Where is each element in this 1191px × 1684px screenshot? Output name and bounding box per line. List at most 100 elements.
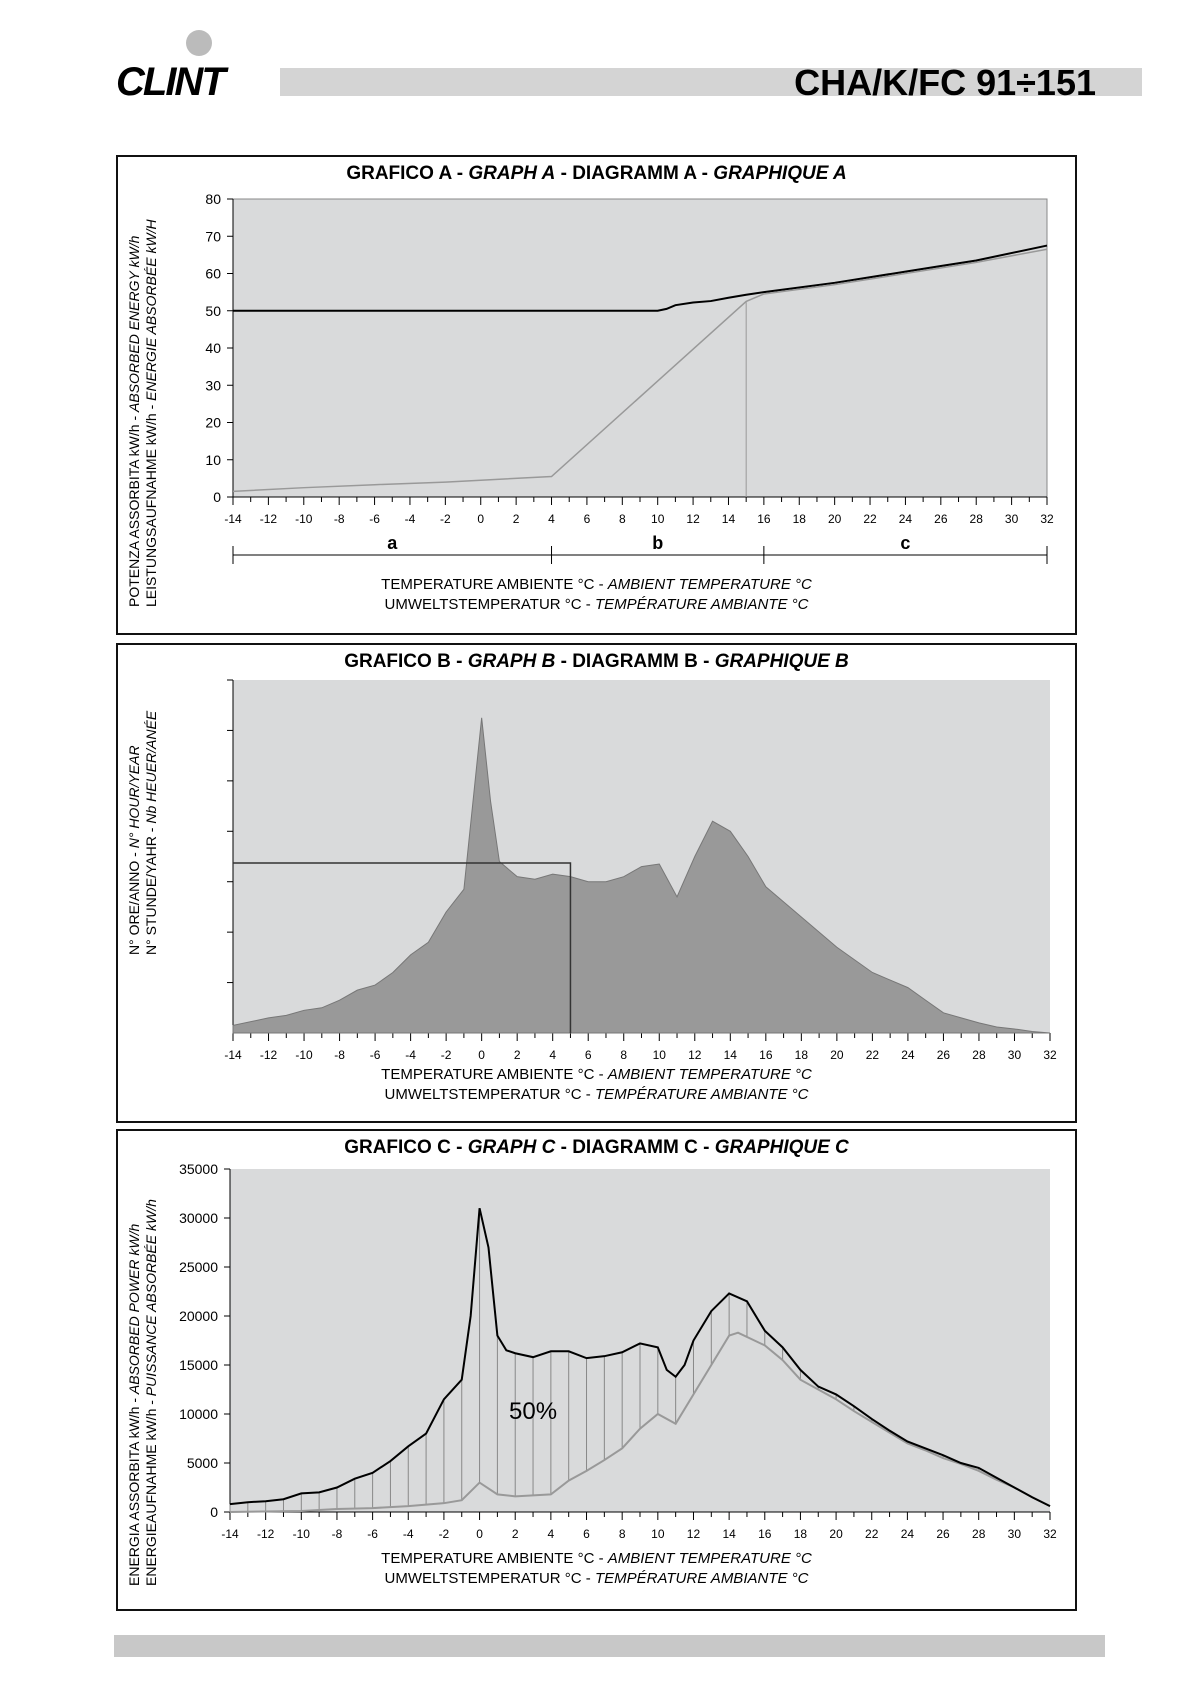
x-tick-label: 20 [829,1527,843,1541]
x-tick-label: 16 [759,1048,773,1062]
x-tick-label: -12 [260,1048,278,1062]
graphA.title-part: GRAPH A [468,163,556,184]
brand-logo: CLINT [116,60,226,104]
x-tick-label: 20 [830,1048,844,1062]
x-tick-label: -8 [334,1048,345,1062]
x-tick-label: 10 [651,512,665,526]
graphC.xlabel1-part: TEMPERATURE AMBIENTE °C - [381,1550,608,1567]
y-tick-label: 70 [205,228,221,244]
x-tick-label: 26 [936,1527,950,1541]
graph-b-panel: GRAFICO B - GRAPH B - DIAGRAMM B - GRAPH… [116,643,1077,1123]
x-tick-label: 0 [478,1048,485,1062]
x-tick-label: 8 [619,512,626,526]
x-tick-label: 8 [620,1048,627,1062]
x-tick-label: 8 [619,1527,626,1541]
x-tick-label: -4 [403,1527,414,1541]
x-tick-label: 24 [901,1048,915,1062]
x-tick-label: 18 [795,1048,809,1062]
x-tick-label: 14 [722,1527,736,1541]
x-tick-label: 6 [583,1527,590,1541]
x-tick-label: 18 [794,1527,808,1541]
series-gray [229,1331,1051,1513]
y-tick-label: 25000 [179,1259,218,1275]
x-tick-label: 2 [513,512,520,526]
x-axis-label-line1: TEMPERATURE AMBIENTE °C - AMBIENT TEMPER… [118,1549,1075,1569]
y-tick-label: 0 [210,1504,218,1520]
x-tick-label: 32 [1043,1527,1057,1541]
x-tick-label: 30 [1008,1048,1022,1062]
x-tick-label: -10 [295,512,313,526]
y-tick-label: 20 [205,415,221,431]
graphA.title-part: GRAPHIQUE A [713,163,847,184]
x-tick-label: 4 [548,512,555,526]
graphC.xlabel2-part: UMWELTSTEMPERATUR °C - [384,1570,595,1587]
x-tick-label: 28 [970,512,984,526]
graphB.title-part: GRAPHIQUE B [714,651,849,672]
percentage-annotation: 50% [509,1398,557,1425]
graphA.xlabel2-part: TEMPÉRATURE AMBIANTE °C [594,596,809,613]
graphC.title-part: - DIAGRAMM C - [555,1137,715,1158]
x-axis-label-line1: TEMPERATURE AMBIENTE °C - AMBIENT TEMPER… [118,575,1075,595]
x-axis-label: TEMPERATURE AMBIENTE °C - AMBIENT TEMPER… [118,575,1075,615]
graphA.title-part: - DIAGRAMM A - [555,163,714,184]
x-tick-label: 26 [937,1048,951,1062]
x-tick-label: 6 [585,1048,592,1062]
chart-svg: -14 -12 -10 -8 -6 -4 -2 0 2 4 6 8 10 12 14 16 18 20 22 24 26… [205,191,1054,564]
model-title: CHA/K/FC 91÷151 [794,62,1096,103]
x-tick-label: 28 [972,1048,986,1062]
chart-svg: -14 -12 -10 -8 -6 -4 -2 0 2 4 6 8 10 12 14 16 18 20 22 24 26… [224,679,1057,1062]
x-tick-label: -2 [440,512,451,526]
footer-bar [114,1635,1105,1657]
x-tick-label: 14 [722,512,736,526]
chart-title: GRAFICO C - GRAPH C - DIAGRAMM C - GRAPH… [118,1137,1075,1159]
graphA.xlabel1-part: TEMPERATURE AMBIENTE °C - [381,576,608,593]
y-tick-label: 15000 [179,1357,218,1373]
graphC.xlabel2-part: TEMPÉRATURE AMBIANTE °C [594,1570,809,1587]
range-label-c: c [900,533,910,553]
x-tick-label: 2 [514,1048,521,1062]
x-tick-label: -10 [293,1527,311,1541]
x-axis-label-line2: UMWELTSTEMPERATUR °C - TEMPÉRATURE AMBIA… [118,1085,1075,1105]
y-tick-label: 40 [205,340,221,356]
graphA.xlabel1-part: AMBIENT TEMPERATURE °C [607,576,812,593]
x-tick-label: 18 [793,512,807,526]
series-black [229,1207,1051,1508]
x-tick-label: 14 [724,1048,738,1062]
graph-a-panel: GRAFICO A - GRAPH A - DIAGRAMM A - GRAPH… [116,155,1077,635]
y-tick-label: 0 [213,489,221,505]
y-tick-label: 30 [205,377,221,393]
x-tick-label: 22 [866,1048,880,1062]
x-tick-label: 16 [757,512,771,526]
range-label-a: a [387,533,398,553]
x-tick-label: -10 [295,1048,313,1062]
graphB.xlabel1-part: TEMPERATURE AMBIENTE °C - [381,1066,608,1083]
graph-c-panel: GRAFICO C - GRAPH C - DIAGRAMM C - GRAPH… [116,1129,1077,1611]
range-label-b: b [652,533,663,553]
graphB.title-part: GRAFICO B - [344,651,468,672]
graphB.title-part: - DIAGRAMM B - [555,651,715,672]
x-axis-label-line2: UMWELTSTEMPERATUR °C - TEMPÉRATURE AMBIA… [118,595,1075,615]
x-tick-label: 6 [584,512,591,526]
x-tick-label: 10 [653,1048,667,1062]
y-tick-label: 30000 [179,1210,218,1226]
y-tick-label: 80 [205,191,221,207]
series-gray [232,248,1048,493]
x-axis-label: TEMPERATURE AMBIENTE °C - AMBIENT TEMPER… [118,1065,1075,1105]
x-tick-label: -6 [369,512,380,526]
logo-ball-icon [186,30,212,56]
x-tick-label: 10 [651,1527,665,1541]
graphC.xlabel1-part: AMBIENT TEMPERATURE °C [607,1550,812,1567]
x-tick-label: -2 [439,1527,450,1541]
y-tick-label: 50 [205,303,221,319]
y-tick-label: 10000 [179,1406,218,1422]
x-tick-label: 30 [1005,512,1019,526]
graphB.xlabel2-part: UMWELTSTEMPERATUR °C - [384,1086,595,1103]
graphB.title-part: GRAPH B [467,651,556,672]
graphA.xlabel2-part: UMWELTSTEMPERATUR °C - [384,596,595,613]
hours-area [232,717,1051,1034]
x-axis-label: TEMPERATURE AMBIENTE °C - AMBIENT TEMPER… [118,1549,1075,1589]
header-bar [280,68,1142,96]
x-tick-label: -8 [332,1527,343,1541]
plot-area [230,1169,1050,1512]
